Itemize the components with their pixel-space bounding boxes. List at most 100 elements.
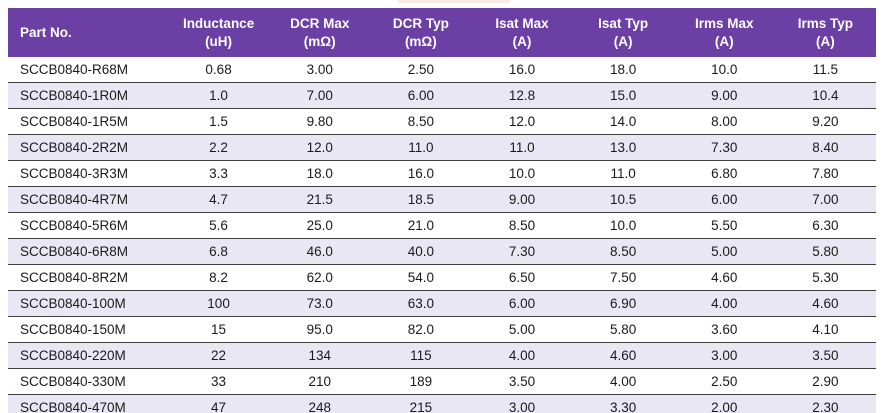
- column-label: Isat Max: [495, 16, 549, 31]
- value-cell: 10.0: [471, 160, 573, 187]
- column-header-isat-max: Isat Max (A): [471, 8, 573, 57]
- value-cell: 8.2: [168, 264, 270, 291]
- value-cell: 46.0: [269, 238, 371, 265]
- value-cell: 2.90: [774, 368, 876, 395]
- value-cell: 12.0: [269, 134, 371, 161]
- part-no-cell: SCCB0840-100M: [8, 290, 168, 317]
- value-cell: 5.30: [774, 264, 876, 291]
- value-cell: 0.68: [205, 62, 232, 77]
- value-cell: 189: [370, 368, 472, 395]
- value-cell: 15: [168, 316, 270, 343]
- column-unit: (A): [714, 34, 734, 49]
- value-cell: 8.50: [370, 108, 472, 135]
- value-cell: 4.60: [673, 264, 775, 291]
- part-no-cell: SCCB0840-2R2M: [8, 134, 168, 161]
- value-cell: 82.0: [370, 316, 472, 343]
- column-header-isat-typ: Isat Typ (A): [572, 8, 674, 57]
- value-cell: 6.8: [168, 238, 270, 265]
- value-cell: 2.30: [774, 394, 876, 413]
- top-edge-artifact: [398, 0, 510, 3]
- table-body: SCCB0840-R68M 0.68 3.00 2.50 16.0 18.0 10.0 11.…: [8, 57, 876, 413]
- column-label: Inductance: [182, 16, 255, 31]
- value-cell: 2.50: [673, 368, 775, 395]
- table-row: SCCB0840-1R5M 1.5 9.80 8.50 12.0 14.0 8.00 9.20: [8, 108, 876, 135]
- value-cell: 3.00: [673, 342, 775, 369]
- table-row: SCCB0840-R68M 0.68 3.00 2.50 16.0 18.0 10.0 11.…: [8, 57, 876, 83]
- column-header-irms-typ: Irms Typ (A): [774, 8, 876, 57]
- value-cell: 21.0: [370, 212, 472, 239]
- part-no-cell: SCCB0840-1R0M: [8, 82, 168, 109]
- value-cell: 100: [168, 290, 270, 317]
- value-cell: 2.00: [673, 394, 775, 413]
- part-no-cell: SCCB0840-1R5M: [8, 108, 168, 135]
- value-cell: 3.00: [471, 394, 573, 413]
- value-cell: 11.0: [471, 134, 573, 161]
- value-cell: 3.60: [673, 316, 775, 343]
- value-cell: 62.0: [269, 264, 371, 291]
- table-row: SCCB0840-220M 22 134 115 4.00 4.60 3.00 3.50: [8, 342, 876, 369]
- value-cell: 6.00: [471, 290, 573, 317]
- table-row: SCCB0840-3R3M 3.3 18.0 16.0 10.0 11.0 6.80 7.80: [8, 160, 876, 187]
- value-cell: 15.0: [572, 82, 674, 109]
- column-unit: (A): [512, 34, 532, 49]
- value-cell: 16.0: [508, 62, 536, 77]
- value-cell: 12.0: [471, 108, 573, 135]
- value-cell: 7.30: [471, 238, 573, 265]
- value-cell: 4.60: [774, 290, 876, 317]
- value-cell: 4.10: [774, 316, 876, 343]
- table-row: SCCB0840-330M 33 210 189 3.50 4.00 2.50 2.90: [8, 368, 876, 395]
- value-cell: 1.5: [168, 108, 270, 135]
- value-cell: 13.0: [572, 134, 674, 161]
- value-cell: 6.00: [370, 82, 472, 109]
- value-cell: 7.50: [572, 264, 674, 291]
- value-cell: 4.00: [673, 290, 775, 317]
- part-no-cell: SCCB0840-470M: [8, 394, 168, 413]
- value-cell: 4.00: [471, 342, 573, 369]
- value-cell: 9.20: [774, 108, 876, 135]
- column-header-dcr-max: DCR Max (mΩ): [269, 8, 371, 57]
- table-row: SCCB0840-6R8M 6.8 46.0 40.0 7.30 8.50 5.00 5.80: [8, 238, 876, 265]
- value-cell: 7.00: [774, 186, 876, 213]
- value-cell: 95.0: [269, 316, 371, 343]
- value-cell: 4.60: [572, 342, 674, 369]
- table-row: SCCB0840-150M 15 95.0 82.0 5.00 5.80 3.60 4.10: [8, 316, 876, 343]
- value-cell: 9.80: [269, 108, 371, 135]
- value-cell: 3.30: [572, 394, 674, 413]
- column-label: DCR Max: [290, 16, 350, 31]
- value-cell: 8.50: [572, 238, 674, 265]
- table-row: SCCB0840-100M 100 73.0 63.0 6.00 6.90 4.00 4.60: [8, 290, 876, 317]
- value-cell: 5.6: [168, 212, 270, 239]
- value-cell: 10.0: [711, 62, 738, 77]
- value-cell: 25.0: [269, 212, 371, 239]
- value-cell: 134: [269, 342, 371, 369]
- part-no-cell: SCCB0840-4R7M: [8, 186, 168, 213]
- column-unit: (A): [816, 34, 835, 49]
- column-unit: (uH): [205, 34, 233, 49]
- value-cell: 4.00: [572, 368, 674, 395]
- part-no-cell: SCCB0840-220M: [8, 342, 168, 369]
- part-no-cell: SCCB0840-3R3M: [8, 160, 168, 187]
- column-header-inductance: Inductance (uH): [168, 8, 270, 57]
- value-cell: 40.0: [370, 238, 472, 265]
- column-label: DCR Typ: [392, 16, 449, 31]
- value-cell: 10.4: [774, 82, 876, 109]
- column-unit: (mΩ): [303, 34, 336, 49]
- value-cell: 4.7: [168, 186, 270, 213]
- inductor-spec-table: Part No. Inductance (uH) DCR Max (mΩ): [8, 8, 876, 413]
- value-cell: 21.5: [269, 186, 371, 213]
- column-label: Irms Max: [695, 16, 754, 31]
- value-cell: 11.0: [572, 160, 674, 187]
- value-cell: 11.0: [370, 134, 472, 161]
- value-cell: 210: [269, 368, 371, 395]
- value-cell: 6.80: [673, 160, 775, 187]
- value-cell: 115: [370, 342, 472, 369]
- column-label: Isat Typ: [598, 16, 649, 31]
- value-cell: 22: [168, 342, 270, 369]
- value-cell: 12.8: [471, 82, 573, 109]
- table-row: SCCB0840-4R7M 4.7 21.5 18.5 9.00 10.5 6.00 7.00: [8, 186, 876, 213]
- value-cell: 6.00: [673, 186, 775, 213]
- value-cell: 18.0: [269, 160, 371, 187]
- value-cell: 215: [370, 394, 472, 413]
- column-label: Part No.: [20, 25, 72, 40]
